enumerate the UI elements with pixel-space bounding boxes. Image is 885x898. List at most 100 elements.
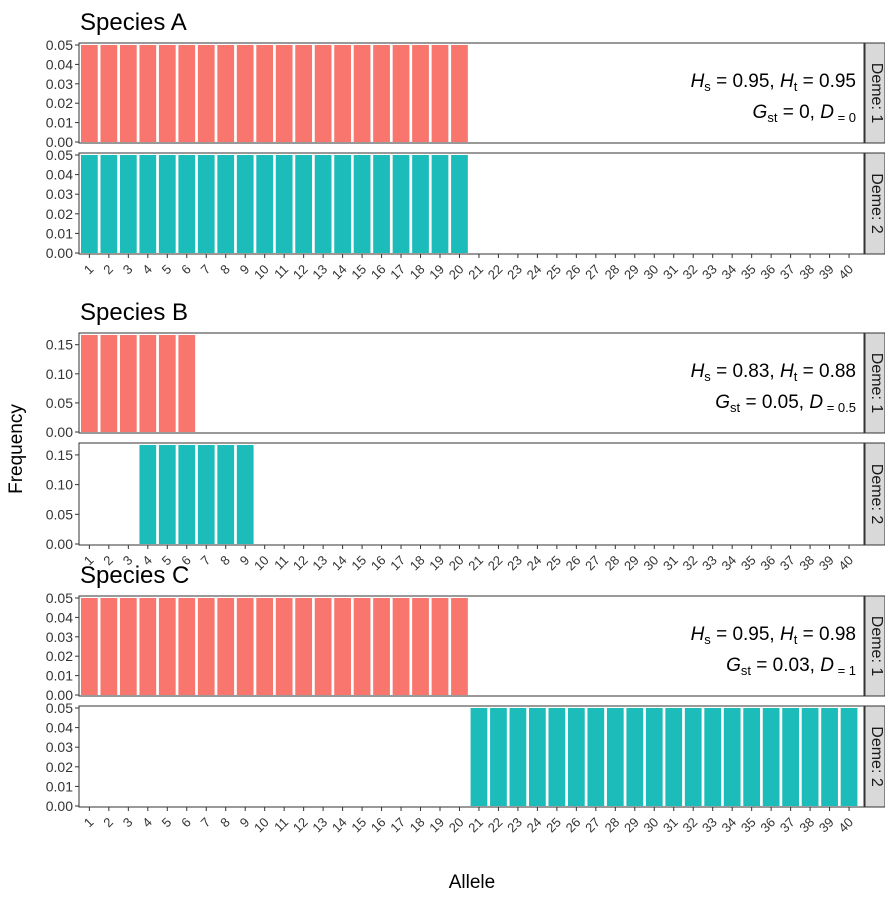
x-tick-label: 34 (718, 553, 739, 574)
chart-title: Species A (80, 9, 187, 36)
x-tick-label: 1 (81, 262, 97, 278)
x-tick-label: 36 (757, 262, 778, 283)
bar-allele-16 (373, 45, 390, 142)
x-tick-label: 5 (159, 262, 175, 278)
x-tick-label: 16 (368, 553, 389, 574)
bar-allele-15 (353, 45, 371, 142)
facet-strip-label: Deme: 1 (868, 616, 885, 677)
y-tick-label: 0.04 (46, 167, 73, 183)
bar-allele-10 (256, 155, 274, 253)
y-tick-label: 0.04 (46, 720, 73, 736)
facet-panel-deme-1: 0.00 0.01 0.02 0.03 0.04 0.05 Deme: 1 (46, 590, 885, 703)
species-chart-2: Species B 0.00 0.05 0.10 0.15 Deme: 1 0.00 0.05… (46, 299, 885, 573)
x-tick-label: 38 (796, 815, 817, 836)
bar-allele-5 (158, 155, 176, 253)
facet-panel-deme-1: 0.00 0.01 0.02 0.03 0.04 0.05 Deme: 1 (46, 37, 885, 150)
x-tick-label: 21 (465, 815, 486, 836)
x-tick-label: 38 (796, 262, 817, 283)
bar-allele-12 (295, 155, 313, 253)
bar-allele-11 (275, 155, 293, 253)
bar-allele-6 (178, 45, 196, 142)
bar-allele-9 (236, 155, 254, 253)
x-tick-label: 10 (251, 553, 272, 574)
bar-allele-6 (178, 335, 196, 432)
facet-panel-deme-2: 0.00 0.01 0.02 0.03 0.04 0.05 Deme: 2 (46, 700, 885, 814)
y-tick-label: 0.01 (46, 225, 73, 241)
facet-strip (864, 705, 885, 808)
facet-strip-label: Deme: 2 (868, 173, 885, 234)
facet-panel-deme-2: 0.00 0.01 0.02 0.03 0.04 0.05 Deme: 2 (46, 147, 885, 261)
bar-allele-40 (840, 708, 858, 806)
x-tick-label: 7 (198, 553, 214, 569)
x-tick-label: 9 (237, 815, 253, 831)
x-tick-label: 32 (680, 815, 701, 836)
bar-allele-4 (139, 335, 157, 432)
bar-allele-4 (139, 445, 157, 544)
bar-allele-36 (762, 708, 780, 806)
y-tick-label: 0.10 (46, 477, 73, 493)
x-tick-label: 30 (641, 262, 662, 283)
bar-allele-6 (178, 445, 196, 544)
bar-allele-23 (509, 708, 527, 806)
y-tick-label: 0.05 (46, 37, 73, 53)
x-tick-label: 22 (485, 553, 506, 574)
x-tick-label: 15 (348, 553, 369, 574)
bar-allele-4 (139, 155, 157, 253)
bar-allele-5 (158, 598, 176, 695)
x-tick-label: 17 (387, 815, 408, 836)
bar-allele-19 (431, 598, 449, 695)
x-tick-label: 30 (641, 553, 662, 574)
bar-allele-6 (178, 155, 196, 253)
bar-allele-25 (548, 708, 566, 806)
facet-strip-label: Deme: 2 (868, 464, 885, 525)
x-tick-label: 6 (178, 262, 194, 278)
bar-allele-39 (821, 708, 838, 806)
panel-frame (78, 595, 865, 697)
y-tick-label: 0.00 (46, 687, 73, 703)
x-tick-label: 27 (582, 262, 603, 283)
bar-allele-10 (256, 598, 274, 695)
bar-allele-15 (353, 598, 371, 695)
y-tick-label: 0.03 (46, 629, 73, 645)
x-tick-label: 19 (426, 553, 447, 574)
x-tick-label: 29 (621, 553, 642, 574)
x-tick-label: 17 (387, 262, 408, 283)
y-tick-label: 0.02 (46, 648, 73, 664)
bar-allele-2 (100, 155, 118, 253)
x-tick-label: 36 (757, 553, 778, 574)
y-tick-label: 0.01 (46, 115, 73, 131)
bar-allele-8 (217, 445, 235, 544)
x-tick-label: 31 (660, 553, 681, 574)
x-tick-label: 40 (835, 553, 856, 574)
facet-strip-label: Deme: 1 (868, 353, 885, 414)
bar-allele-10 (256, 45, 274, 142)
x-tick-label: 22 (485, 262, 506, 283)
y-tick-label: 0.01 (46, 668, 73, 684)
bar-allele-1 (81, 598, 98, 695)
x-tick-label: 16 (368, 262, 389, 283)
bar-allele-8 (217, 598, 235, 695)
x-tick-label: 14 (329, 262, 350, 283)
x-tick-label: 18 (407, 553, 428, 574)
bar-allele-8 (217, 155, 235, 253)
x-tick-label: 18 (407, 815, 428, 836)
x-tick-label: 39 (816, 553, 837, 574)
x-tick-label: 14 (329, 553, 350, 574)
y-tick-label: 0.05 (46, 506, 73, 522)
facet-strip (864, 152, 885, 255)
bar-allele-3 (119, 335, 137, 432)
stats-annotation-line2: Gst = 0.05, D = 0.5 (715, 392, 856, 415)
x-tick-label: 4 (139, 262, 155, 278)
x-tick-label: 25 (543, 553, 564, 574)
x-tick-label: 21 (465, 553, 486, 574)
x-tick-label: 7 (198, 815, 214, 831)
x-tick-label: 28 (602, 553, 623, 574)
bar-allele-32 (684, 708, 702, 806)
x-tick-label: 15 (348, 815, 369, 836)
x-tick-label: 37 (777, 553, 798, 574)
x-tick-label: 7 (198, 262, 214, 278)
bar-allele-13 (314, 598, 332, 695)
bar-allele-7 (197, 45, 215, 142)
x-tick-label: 21 (465, 262, 486, 283)
x-tick-label: 8 (217, 815, 233, 831)
